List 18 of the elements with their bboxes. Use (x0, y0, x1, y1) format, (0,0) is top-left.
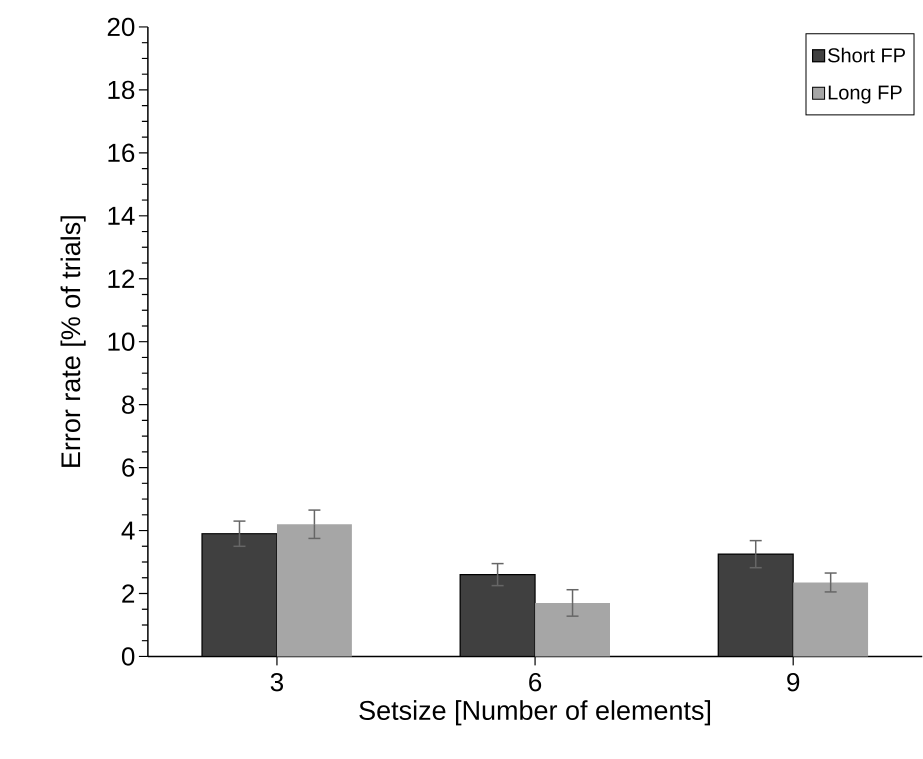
y-tick-label: 10 (108, 332, 134, 351)
x-tick-label: 9 (787, 672, 800, 692)
y-tick-label: 12 (108, 270, 134, 288)
y-tick-label: 2 (122, 584, 134, 602)
legend-label: Short FP (828, 48, 905, 62)
y-axis-title: Error rate [% of trials] (60, 216, 86, 467)
x-axis-title: Setsize [Number of elements] (359, 700, 710, 726)
y-tick-label: 20 (108, 18, 134, 36)
x-tick-label: 3 (270, 672, 284, 692)
y-tick-label: 18 (108, 80, 134, 99)
y-tick-label: 4 (122, 521, 135, 540)
y-tick-label: 0 (122, 647, 134, 666)
y-tick-label: 16 (108, 143, 134, 162)
x-tick-label: 6 (529, 672, 542, 692)
y-tick-label: 8 (122, 395, 134, 414)
y-tick-label: 14 (108, 206, 135, 225)
y-tick-label: 6 (122, 458, 134, 477)
legend-label: Long FP (828, 85, 902, 104)
